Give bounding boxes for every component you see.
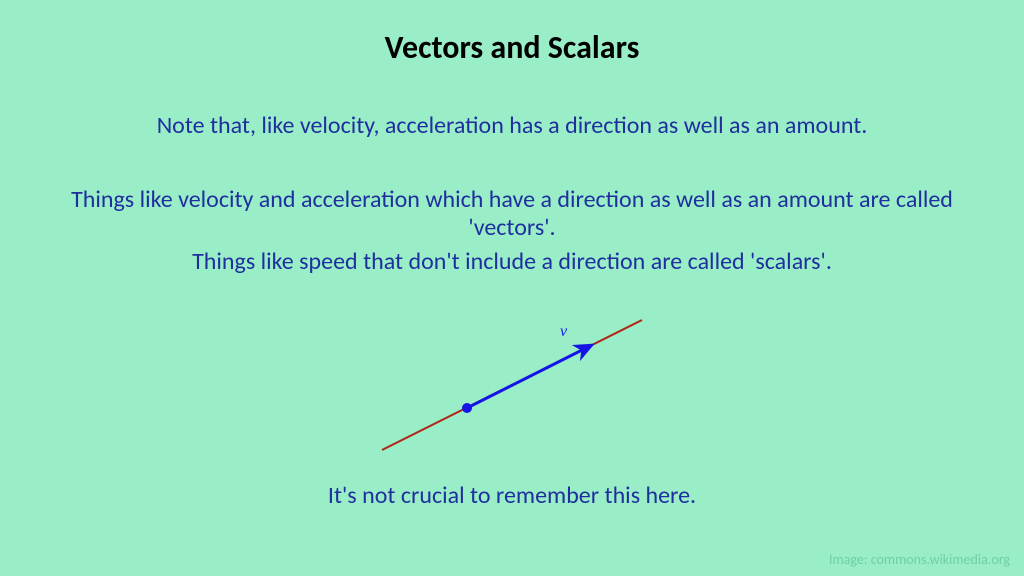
origin-point-icon — [462, 403, 472, 413]
paragraph-1: Note that, like velocity, acceleration h… — [0, 112, 1024, 140]
vector-diagram: v — [362, 300, 662, 470]
paragraph-3: It's not crucial to remember this here. — [0, 482, 1024, 510]
slide-title: Vectors and Scalars — [0, 28, 1024, 67]
image-credit: Image: commons.wikimedia.org — [829, 551, 1010, 568]
vector-arrow-icon — [467, 345, 592, 408]
slide: Vectors and Scalars Note that, like velo… — [0, 0, 1024, 576]
paragraph-2a: Things like velocity and acceleration wh… — [0, 186, 1024, 241]
paragraph-2b: Things like speed that don't include a d… — [0, 248, 1024, 276]
vector-label: v — [560, 323, 568, 340]
